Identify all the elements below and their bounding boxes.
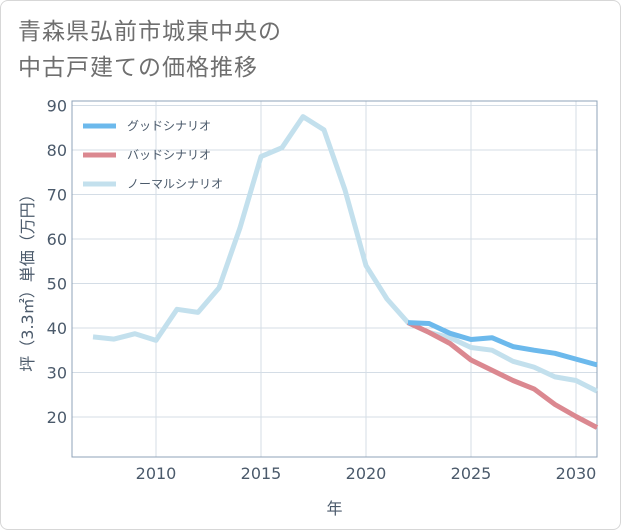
series-layer — [92, 114, 599, 430]
y-tick-label: 30 — [47, 363, 67, 382]
y-tick-label: 40 — [47, 319, 67, 338]
y-tick-label: 90 — [47, 96, 67, 115]
legend-label-2: ノーマルシナリオ — [127, 177, 223, 191]
y-tick-label: 80 — [47, 141, 67, 160]
x-axis-label: 年 — [326, 499, 342, 518]
legend-label-1: バッドシナリオ — [127, 148, 211, 162]
title-line-2: 中古戸建ての価格推移 — [18, 55, 258, 81]
y-axis-label: 坪（3.3㎡）単価（万円） — [18, 186, 37, 371]
plot-area-frame — [71, 100, 598, 458]
series-line-1 — [406, 320, 599, 430]
grid-lines — [72, 101, 597, 457]
y-tick-label: 20 — [47, 408, 67, 427]
x-tick-label: 2015 — [241, 464, 282, 483]
y-tick-label: 60 — [47, 230, 67, 249]
x-tick-label: 2030 — [556, 464, 597, 483]
title-line-1: 青森県弘前市城東中央の — [18, 19, 282, 45]
x-tick-label: 2010 — [136, 464, 177, 483]
y-tick-label: 70 — [47, 185, 67, 204]
series-line-0 — [407, 320, 598, 368]
series-line-2 — [92, 114, 599, 394]
chart-title: 青森県弘前市城東中央の 中古戸建ての価格推移 — [18, 14, 578, 86]
x-tick-label: 2020 — [346, 464, 387, 483]
legend-label-0: グッドシナリオ — [127, 119, 211, 133]
x-tick-label: 2025 — [451, 464, 492, 483]
y-tick-label: 50 — [47, 274, 67, 293]
